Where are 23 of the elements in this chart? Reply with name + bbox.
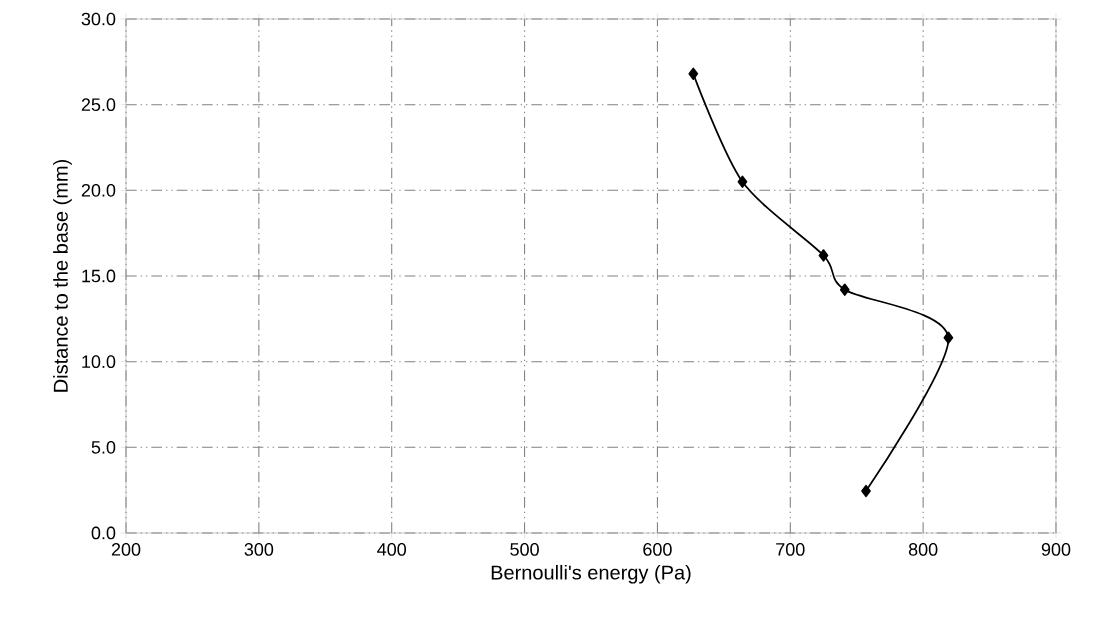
x-tick-label: 200	[111, 543, 141, 556]
y-tick-label: 5.0	[91, 440, 116, 454]
point	[839, 283, 850, 296]
point	[818, 249, 829, 262]
x-tick-label: 800	[908, 543, 938, 556]
x-tick-label: 400	[377, 543, 407, 556]
x-axis-title: Bernoulli's energy (Pa)	[491, 564, 691, 584]
x-tick-label: 600	[643, 543, 672, 556]
point	[688, 67, 699, 81]
y-axis-title: Distance to the base (mm)	[53, 160, 72, 392]
y-tick-label: 10.0	[82, 355, 116, 369]
x-tick-label: 900	[1041, 543, 1071, 556]
point	[943, 331, 954, 344]
x-tick-label: 300	[244, 543, 274, 556]
y-tick-label: 20.0	[81, 183, 116, 197]
y-tick-label: 25.0	[81, 98, 116, 112]
point	[861, 484, 871, 498]
y-tick-label: 30.0	[81, 12, 116, 26]
y-tick-label: 15.0	[82, 269, 116, 283]
x-tick-label: 500	[510, 543, 539, 556]
x-tick-label: 700	[776, 543, 805, 556]
point	[737, 175, 748, 188]
y-tick-label: 0.0	[91, 526, 116, 540]
